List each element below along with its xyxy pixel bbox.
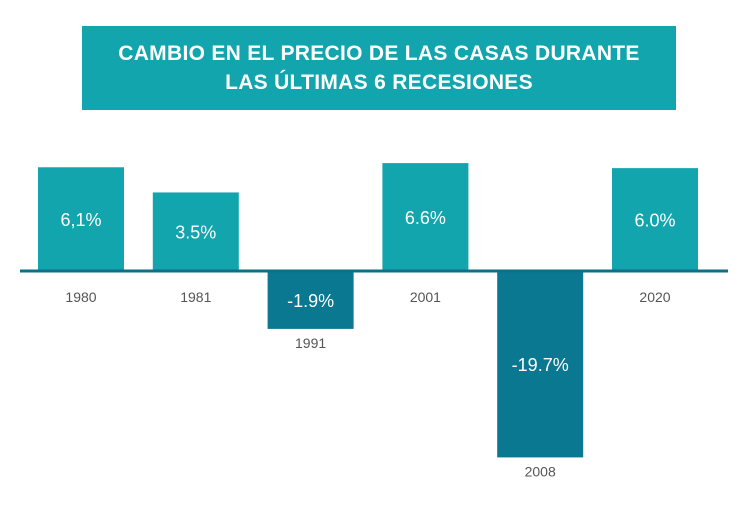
year-label-1981: 1981 [180, 289, 211, 305]
year-label-2020: 2020 [639, 289, 670, 305]
bar-2020 [612, 168, 698, 271]
data-label-2008: -19.7% [512, 355, 569, 375]
chart-title: CAMBIO EN EL PRECIO DE LAS CASAS DURANTE… [82, 26, 676, 110]
bar-2001 [382, 163, 469, 271]
year-label-2001: 2001 [410, 289, 441, 305]
data-label-1981: 3.5% [175, 223, 216, 243]
data-label-1980: 6,1% [60, 210, 101, 230]
data-label-1991: -1.9% [287, 291, 334, 311]
bar-1981 [152, 192, 239, 271]
year-label-1991: 1991 [295, 335, 326, 351]
year-label-2008: 2008 [525, 463, 556, 479]
bar-1991 [267, 271, 354, 329]
bar-1980 [38, 167, 124, 271]
data-label-2001: 6.6% [405, 208, 446, 228]
year-label-1980: 1980 [65, 289, 96, 305]
bar-2008 [497, 271, 584, 458]
data-label-2020: 6.0% [634, 211, 675, 231]
